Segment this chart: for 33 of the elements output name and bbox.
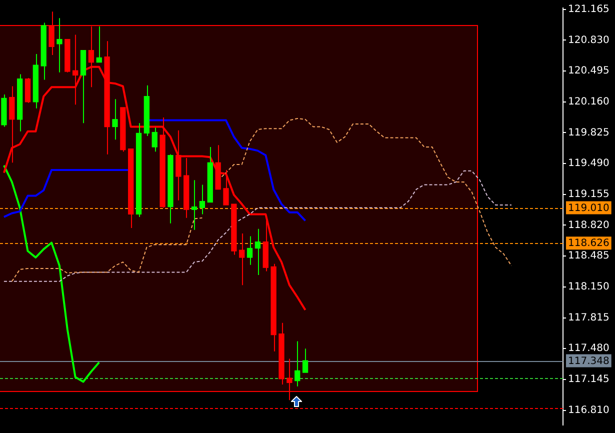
candlestick [191, 180, 198, 230]
y-tick-label: 121.165 [568, 4, 610, 15]
candlestick [254, 228, 261, 276]
y-tick-label: 120.160 [568, 96, 610, 108]
y-tick-label: 118.820 [568, 220, 610, 231]
y-tick-label: 118.150 [568, 282, 610, 293]
y-tick-label: 120.830 [568, 34, 610, 46]
candlestick [96, 26, 102, 63]
line-series [3, 170, 512, 282]
candlestick [246, 236, 253, 266]
ref-line-label: 119.010 [568, 202, 610, 214]
ref-line-label: 117.348 [568, 356, 610, 367]
candlestick [239, 233, 245, 286]
y-tick-label: 119.490 [568, 158, 610, 170]
y-tick-label: 116.810 [568, 404, 610, 416]
candlestick [112, 98, 118, 140]
y-tick-label: 119.155 [568, 189, 610, 200]
y-tick-label: 118.485 [568, 250, 610, 262]
candlestick [9, 86, 15, 164]
y-tick-label: 120.495 [568, 66, 610, 77]
candlestick [294, 340, 300, 387]
candlestick [199, 184, 206, 215]
y-tick-label: 117.480 [568, 343, 610, 354]
candlestick [223, 170, 229, 206]
candlestick [176, 130, 182, 201]
candlestick [56, 18, 62, 73]
y-tick-label: 117.815 [568, 312, 610, 324]
candlestick [302, 348, 308, 374]
candlestick [152, 127, 158, 152]
y-tick-label: 117.145 [568, 374, 610, 386]
candlestick [24, 77, 31, 104]
ref-line-label: 118.626 [568, 238, 610, 250]
y-tick-label: 119.825 [568, 127, 610, 138]
